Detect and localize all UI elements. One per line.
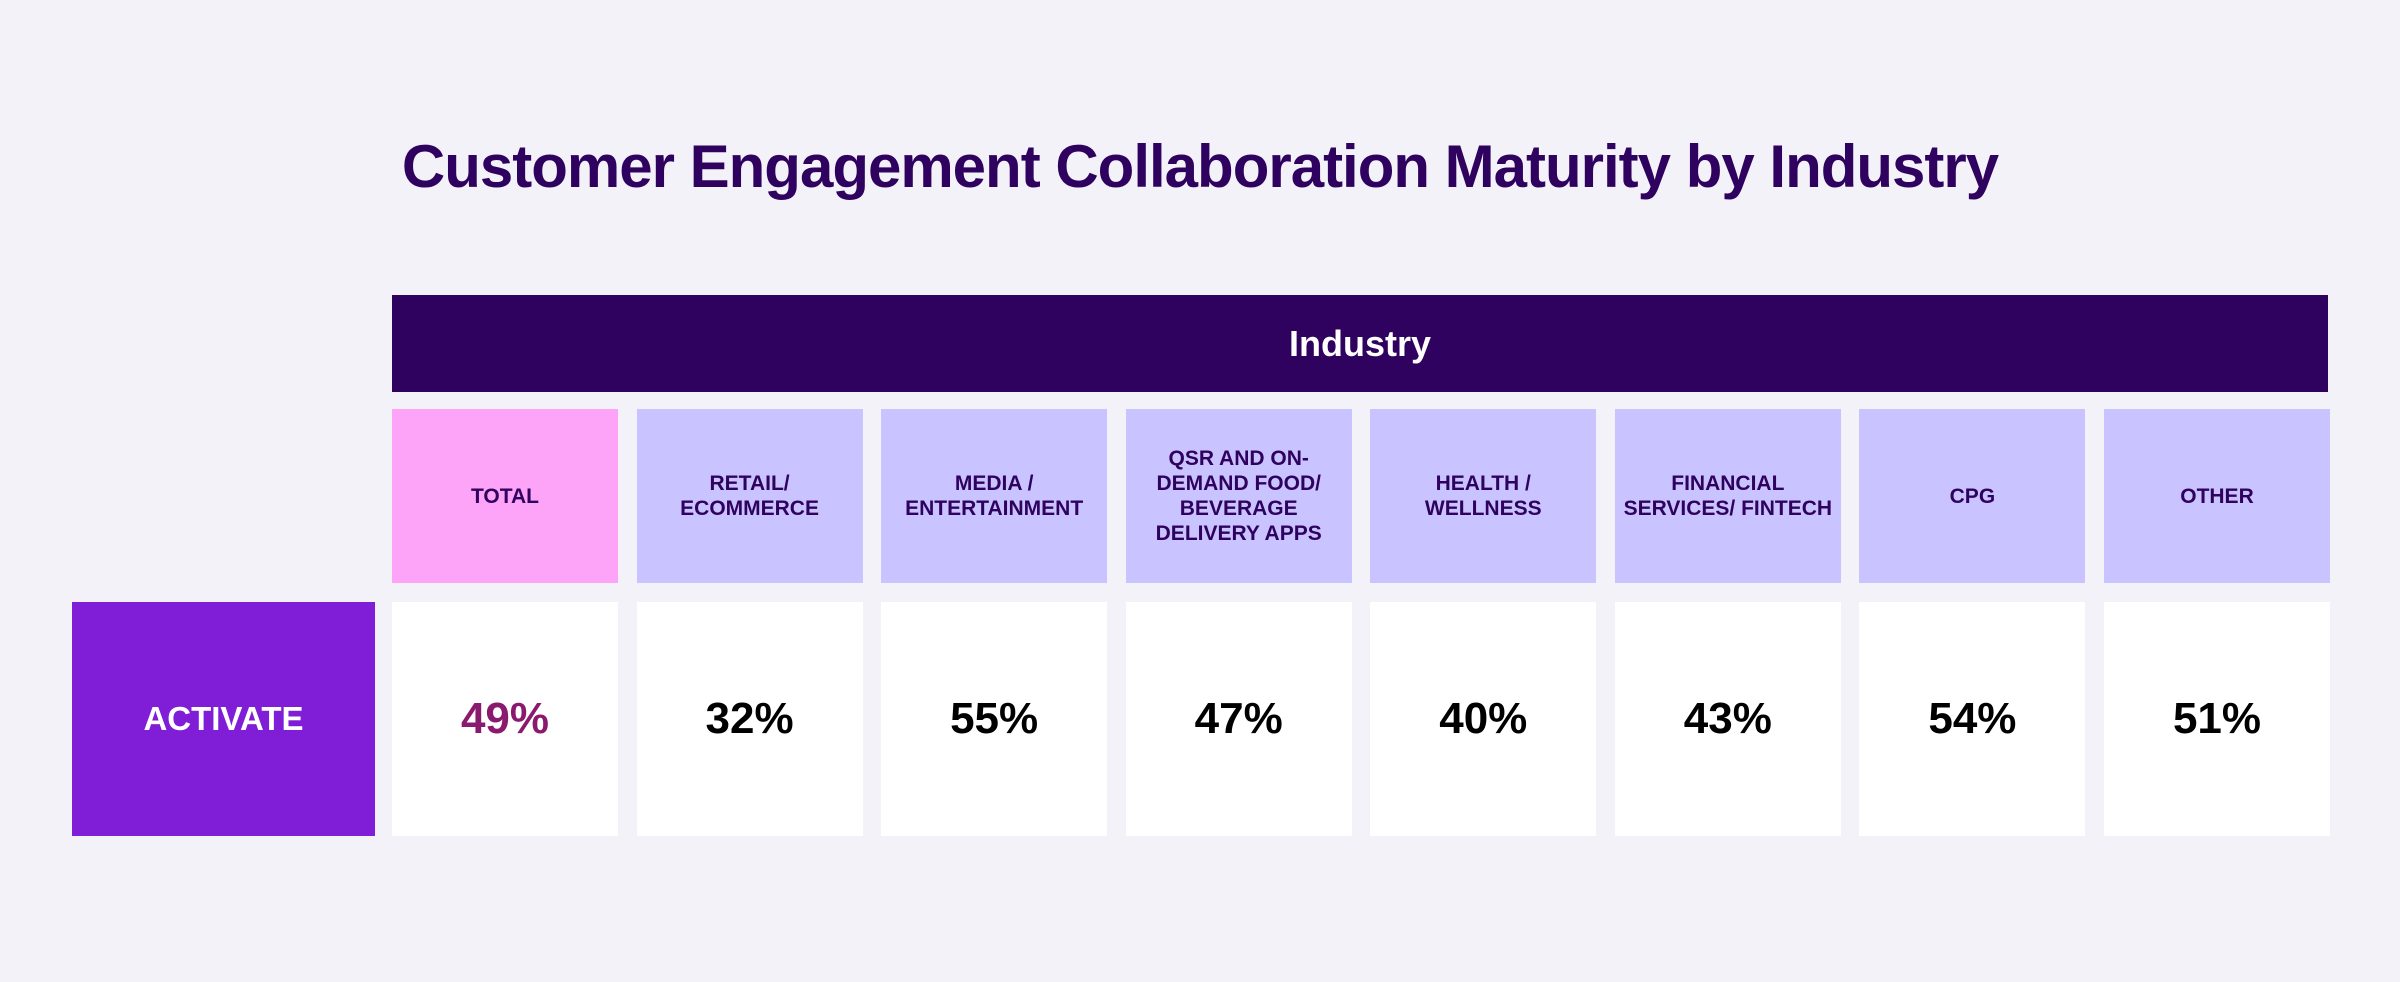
column-header: RETAIL/ ECOMMERCE: [636, 409, 863, 583]
column-header: TOTAL: [392, 409, 618, 583]
column-header: MEDIA / ENTERTAINMENT: [881, 409, 1108, 583]
value-cell: 40%: [1370, 602, 1597, 836]
value-cell: 43%: [1614, 602, 1841, 836]
chart-title: Customer Engagement Collaboration Maturi…: [401, 133, 1999, 200]
value-cell: 55%: [881, 602, 1108, 836]
value-cell: 32%: [636, 602, 863, 836]
value-cell: 47%: [1125, 602, 1352, 836]
column-header: HEALTH / WELLNESS: [1370, 409, 1597, 583]
column-header: CPG: [1859, 409, 2086, 583]
column-header: FINANCIAL SERVICES/ FINTECH: [1614, 409, 1841, 583]
industry-header: Industry: [392, 295, 2328, 392]
column-header: QSR AND ON-DEMAND FOOD/ BEVERAGE DELIVER…: [1125, 409, 1352, 583]
value-cell: 51%: [2103, 602, 2330, 836]
column-header: OTHER: [2103, 409, 2330, 583]
value-cell: 54%: [1859, 602, 2086, 836]
value-cell: 49%: [392, 602, 618, 836]
row-label-activate: ACTIVATE: [72, 602, 375, 836]
